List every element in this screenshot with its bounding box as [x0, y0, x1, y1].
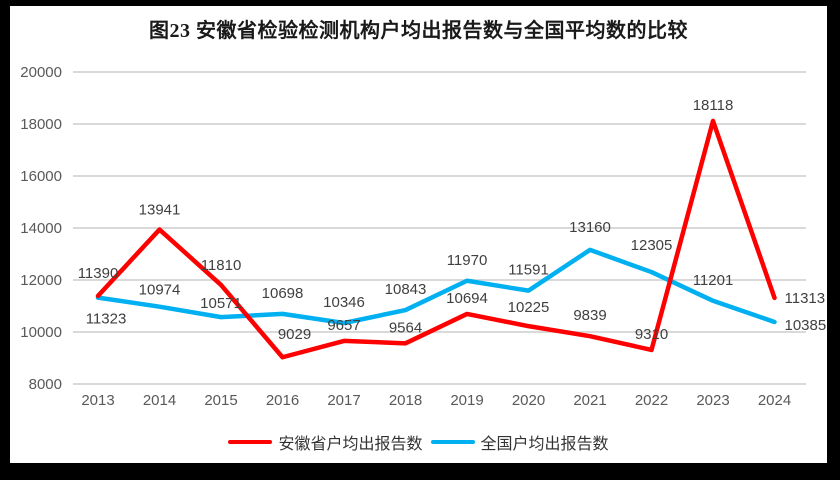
x-axis-tick-label: 2015 [204, 392, 237, 409]
data-label: 9310 [635, 326, 668, 343]
national-series-line [95, 247, 777, 326]
anhui-series-swatch [228, 440, 273, 444]
y-axis-tick-label: 20000 [20, 64, 62, 81]
x-axis-tick-label: 2024 [758, 392, 791, 409]
data-label: 11591 [508, 262, 549, 279]
data-label: 11390 [78, 265, 119, 282]
y-axis-tick-label: 12000 [20, 272, 62, 289]
y-axis-tick-label: 18000 [20, 116, 62, 133]
data-label: 11810 [201, 257, 242, 274]
y-axis-tick-label: 10000 [20, 324, 62, 341]
x-axis-tick-label: 2022 [635, 392, 668, 409]
data-label: 9657 [327, 317, 360, 334]
y-axis-tick-label: 8000 [29, 376, 62, 393]
data-label: 10694 [446, 290, 488, 307]
data-label: 9029 [278, 326, 311, 343]
y-axis-tick-label: 16000 [20, 168, 62, 185]
line-plot-svg: 20000 18000 16000 14000 12000 10000 8000 2013 20… [20, 64, 827, 409]
chart-title: 图23 安徽省检验检测机构户均出报告数与全国平均数的比较 [149, 20, 688, 42]
x-axis-tick-label: 2019 [450, 392, 483, 409]
data-label: 10571 [200, 295, 242, 312]
x-axis-tick-label: 2020 [512, 392, 545, 409]
chart-canvas: 图23 安徽省检验检测机构户均出报告数与全国平均数的比较 20000 18000 1… [10, 6, 827, 463]
x-axis-tick-label: 2013 [81, 392, 114, 409]
data-label: 13160 [569, 219, 611, 236]
anhui-series-line [95, 118, 777, 360]
x-axis-tick-label: 2023 [696, 392, 729, 409]
x-axis-tick-label: 2014 [143, 392, 176, 409]
legend-label-anhui: 安徽省户均出报告数 [278, 436, 423, 453]
data-label: 9564 [389, 319, 422, 336]
legend-item-national: 全国户均出报告数 [430, 430, 609, 454]
data-label: 18118 [693, 97, 734, 114]
chart-legend: 安徽省户均出报告数 全国户均出报告数 [10, 430, 827, 454]
data-label: 10346 [323, 294, 365, 311]
data-label: 10698 [262, 285, 304, 302]
data-label: 13941 [139, 202, 181, 219]
y-axis-tick-label: 14000 [20, 220, 62, 237]
data-label: 10974 [139, 282, 181, 299]
data-label: 11313 [785, 290, 826, 307]
x-axis-tick-label: 2021 [573, 392, 606, 409]
data-label: 11323 [86, 311, 127, 328]
data-label: 9839 [573, 307, 606, 324]
data-label: 10843 [385, 281, 427, 298]
data-label: 11970 [447, 252, 488, 269]
legend-label-national: 全国户均出报告数 [480, 436, 609, 453]
data-label: 10385 [785, 317, 827, 334]
data-label: 12305 [631, 237, 673, 254]
data-label: 10225 [508, 299, 550, 316]
national-series-swatch [430, 440, 475, 444]
x-axis-tick-label: 2017 [327, 392, 360, 409]
data-label: 11201 [693, 272, 734, 289]
x-axis-tick-label: 2018 [389, 392, 422, 409]
x-axis-tick-label: 2016 [266, 392, 299, 409]
legend-item-anhui: 安徽省户均出报告数 [228, 430, 423, 454]
